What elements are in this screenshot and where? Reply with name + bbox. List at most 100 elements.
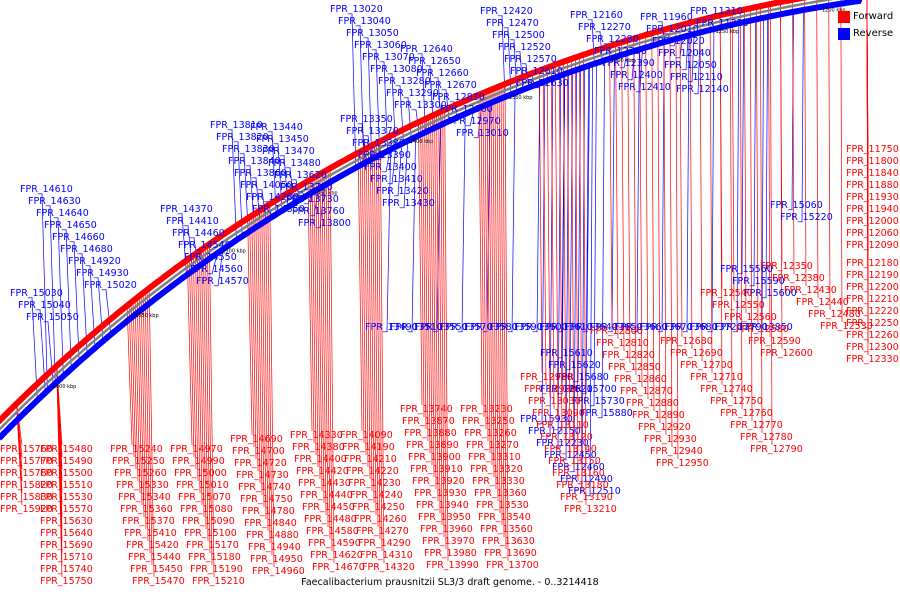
gene-label: FPR_12490 (560, 474, 613, 485)
gene-label: FPR_13820 (216, 132, 269, 143)
reverse-gene-arrow (180, 273, 188, 281)
leader-line (361, 123, 367, 165)
leader-line (41, 193, 48, 394)
gene-label: FPR_12090 (846, 240, 899, 251)
gene-label: FPR_15490 (40, 456, 93, 467)
gene-label: FPR_12290 (594, 46, 647, 57)
gene-label: FPR_12550 (712, 300, 765, 311)
gene-label: FPR_14460 (172, 228, 225, 239)
gene-label: FPR_13690 (484, 548, 537, 559)
leader-line (561, 76, 566, 333)
leader-line (504, 81, 509, 562)
gene-label: FPR_13140 (544, 444, 597, 455)
gene-label: FPR_15610 (540, 348, 593, 359)
gene-label: FPR_12880 (626, 398, 679, 409)
reverse-gene-arrow (301, 192, 309, 201)
leader-line (315, 173, 321, 480)
leader-line (569, 73, 574, 371)
reverse-gene-arrow (292, 198, 300, 207)
gene-label: FPR_11840 (846, 168, 899, 179)
gene-label: FPR_15620 (548, 360, 601, 371)
leader-line (731, 10, 735, 302)
reverse-gene-arrow (244, 228, 252, 237)
leader-line (816, 0, 819, 299)
gene-label: FPR_13640 (565, 322, 618, 333)
gene-label: FPR_15420 (126, 540, 179, 551)
gene-label: FPR_14540 (178, 240, 231, 251)
reverse-gene-arrow (346, 167, 354, 175)
genome-caption: Faecalibacterium prausnitzii SL3/3 draft… (301, 577, 599, 588)
gene-labels: 1200 kbp 1250 kbp 1300 kbp 1350 kbp 1400 kbp… (0, 4, 899, 587)
gene-label: FPR_14090 (340, 430, 393, 441)
leader-line (697, 34, 701, 95)
gene-label: FPR_14580 (306, 526, 359, 537)
leader-line (385, 152, 390, 173)
leader-line (357, 150, 363, 432)
scale-tick-label: 1450 kbp (314, 190, 338, 196)
gene-label: FPR_15500 (40, 468, 93, 479)
gene-label: FPR_14880 (246, 530, 299, 541)
leader-line (211, 256, 217, 275)
gene-label: FPR_15260 (114, 468, 167, 479)
gene-label: FPR_13860 (234, 168, 287, 179)
leader-line (289, 167, 295, 206)
gene-label: FPR_12850 (608, 362, 661, 373)
gene-label: FPR_14920 (68, 256, 121, 267)
reverse-gene-arrow (252, 222, 261, 231)
leader-line (583, 52, 587, 506)
legend-forward-label: Forward (853, 11, 894, 22)
leader-line (265, 204, 271, 544)
leader-line (403, 143, 408, 209)
gene-label: FPR_13090 (532, 408, 585, 419)
leader-line (422, 118, 427, 430)
gene-label: FPR_13180 (556, 480, 609, 491)
gene-track (0, 0, 863, 441)
leader-line (436, 111, 441, 514)
gene-label: FPR_15220 (780, 212, 833, 223)
leader-line (105, 289, 112, 337)
leader-line (492, 86, 497, 490)
gene-label: FPR_12970 (448, 116, 501, 127)
leader-line (579, 53, 583, 494)
leader-line (136, 295, 143, 506)
leader-line (134, 296, 141, 494)
leader-line (562, 59, 567, 446)
gene-label: FPR_15340 (118, 492, 171, 503)
gene-label: FPR_13740 (400, 404, 453, 415)
leader-line (192, 252, 199, 482)
leader-line (317, 172, 323, 492)
leader-line (770, 2, 773, 446)
gene-label: FPR_12650 (408, 56, 461, 67)
genome-backbone (0, 0, 835, 431)
leader-line (686, 37, 690, 333)
gene-label: FPR_12990 (524, 384, 577, 395)
leader-line (541, 83, 546, 425)
gene-label: FPR_15240 (110, 444, 163, 455)
gene-label: FPR_12460 (552, 462, 605, 473)
gene-label: FPR_12690 (670, 348, 723, 359)
gene-label: FPR_11320 (696, 18, 749, 29)
gene-label: FPR_14650 (44, 220, 97, 231)
gene-label: FPR_15180 (188, 552, 241, 563)
leader-line (430, 114, 435, 478)
gene-label: FPR_13350 (340, 114, 393, 125)
leader-line (424, 117, 429, 442)
leader-line (469, 112, 474, 127)
gene-label: FPR_13210 (564, 504, 617, 515)
reverse-gene-arrow (214, 248, 222, 257)
leader-line (190, 254, 197, 470)
leader-line (753, 21, 757, 287)
gene-label: FPR_13950 (418, 512, 471, 523)
reverse-gene-arrow (188, 266, 197, 275)
leader-line (461, 116, 466, 333)
reverse-gene-arrow (231, 237, 239, 246)
gene-label: FPR_12060 (846, 228, 899, 239)
gene-label: FPR_13850 (740, 322, 793, 333)
gene-label: FPR_13990 (426, 560, 479, 571)
gene-label: FPR_13730 (286, 194, 339, 205)
leader-line (675, 24, 679, 460)
leader-line (709, 15, 713, 374)
gene-label: FPR_13510 (390, 322, 443, 333)
gene-label: FPR_12000 (846, 216, 899, 227)
gene-label: FPR_15010 (176, 480, 229, 491)
